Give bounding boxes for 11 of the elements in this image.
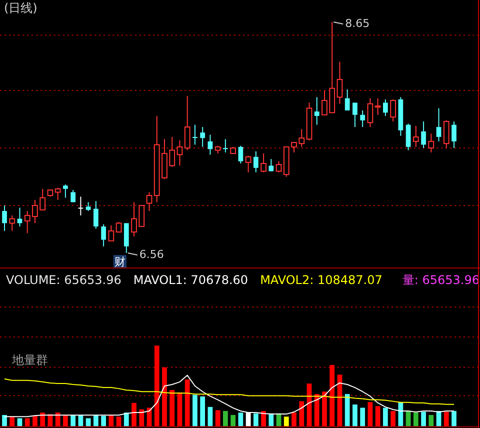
chart-title: (日线) — [4, 1, 38, 15]
text: VOLUME: 65653.96 — [6, 273, 122, 287]
annotation: 财 — [113, 255, 126, 268]
text: 量: 65653.96 — [402, 273, 480, 287]
text: MAVOL1: 70678.60 — [133, 273, 248, 287]
annotation: 8.65 — [333, 17, 370, 30]
annotation: 6.56 — [127, 248, 164, 261]
annotation: 8.65 — [345, 17, 370, 30]
text: MAVOL2: 108487.07 — [260, 273, 382, 287]
annotation: 地量群 — [11, 353, 48, 367]
annotation: 6.56 — [139, 248, 164, 261]
